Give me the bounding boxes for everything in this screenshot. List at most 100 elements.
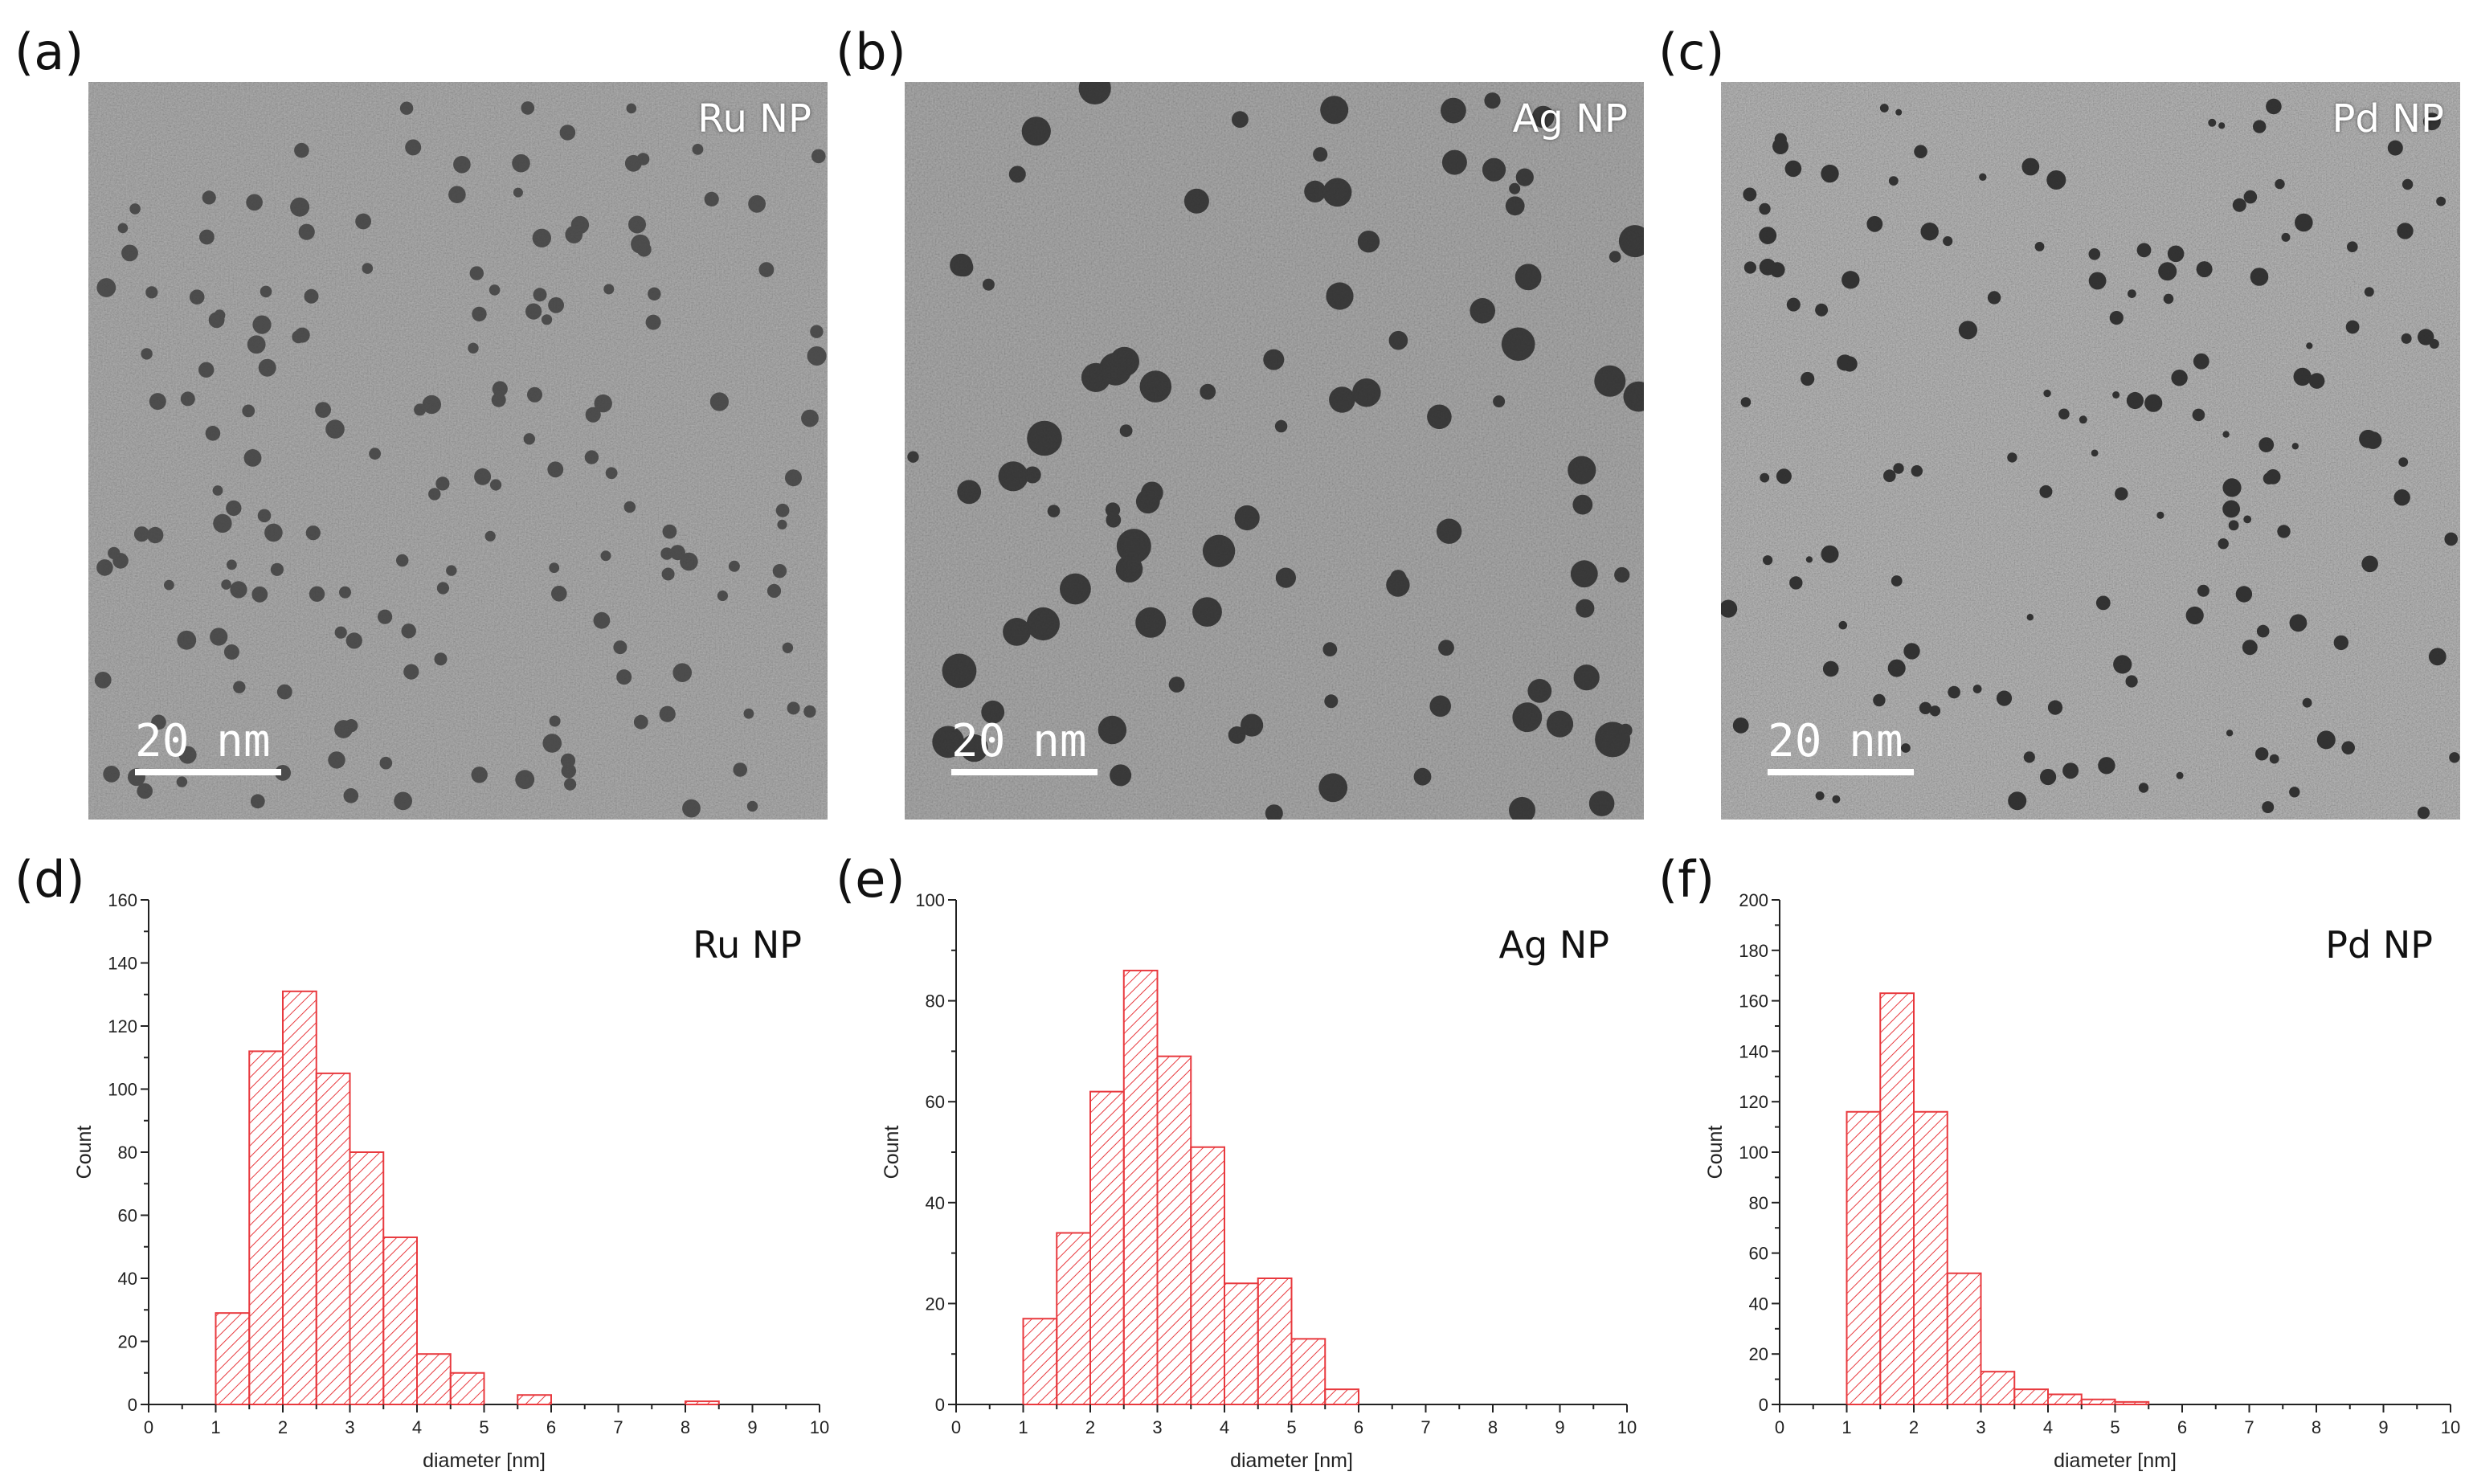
nanoparticle: [129, 203, 141, 215]
nanoparticle: [1352, 378, 1381, 407]
nanoparticle: [613, 640, 627, 655]
nanoparticle: [960, 734, 988, 762]
nanoparticle: [1116, 529, 1151, 564]
x-tick-label: 9: [2378, 1417, 2388, 1437]
nanoparticle: [2417, 807, 2430, 820]
nanoparticle: [1313, 147, 1328, 162]
nanoparticle: [758, 262, 775, 277]
nanoparticle: [2171, 370, 2188, 386]
nanoparticle: [2275, 178, 2285, 190]
nanoparticle: [2397, 223, 2414, 239]
histogram-bar: [1290, 1338, 1326, 1405]
nanoparticle: [1484, 92, 1501, 109]
nanoparticle: [1919, 701, 1932, 714]
x-tick-label: 8: [681, 1417, 690, 1437]
nanoparticle: [226, 500, 242, 517]
nanoparticle: [2228, 520, 2239, 531]
x-tick-label: 9: [747, 1417, 757, 1437]
x-tick-label: 0: [144, 1417, 153, 1437]
nanoparticle: [766, 583, 782, 599]
nanoparticle: [549, 715, 561, 727]
nanoparticle: [551, 586, 567, 602]
nanoparticle: [2250, 268, 2269, 286]
x-tick-label: 3: [1152, 1417, 1162, 1437]
nanoparticle: [1427, 404, 1452, 430]
nanoparticle: [180, 391, 195, 407]
nanoparticle: [1329, 386, 1355, 413]
nanoparticle: [149, 393, 166, 411]
x-tick-label: 10: [810, 1417, 829, 1437]
nanoparticle: [801, 409, 819, 427]
nanoparticle: [1866, 215, 1883, 232]
nanoparticle: [1441, 149, 1467, 175]
nanoparticle: [379, 756, 393, 770]
nanoparticle: [542, 734, 562, 753]
nanoparticle: [1948, 685, 1960, 699]
nanoparticle: [532, 228, 551, 247]
nanoparticle: [662, 524, 677, 539]
nanoparticle: [1110, 764, 1132, 787]
histogram-bar: [2047, 1393, 2083, 1406]
histogram-ru: 0 1 2 3 4 5 6 7 8 9 10 0 20 40 60 80 100 120 140 160 diamete…: [0, 884, 836, 1484]
nanoparticle: [2125, 675, 2138, 688]
nanoparticle: [1821, 164, 1839, 183]
nanoparticle: [2091, 449, 2099, 457]
nanoparticle: [2253, 120, 2267, 133]
nanoparticle: [1304, 180, 1326, 202]
nanoparticle: [1972, 685, 1982, 693]
nanoparticle: [1228, 726, 1246, 744]
nanoparticle: [2039, 484, 2053, 498]
nanoparticle: [2023, 751, 2035, 763]
tem-texture-pd: [1721, 82, 2460, 820]
nanoparticle: [2256, 624, 2270, 638]
nanoparticle: [623, 501, 636, 513]
nanoparticle: [533, 288, 547, 302]
nanoparticle: [304, 288, 319, 304]
nanoparticle: [1805, 556, 1813, 563]
nanoparticle: [1512, 702, 1543, 733]
nanoparticle: [2098, 757, 2115, 775]
nanoparticle: [1891, 575, 1903, 587]
y-tick-label: 20: [1749, 1344, 1768, 1364]
scale-text-pd: 20 nm: [1768, 715, 1903, 767]
nanoparticle: [403, 664, 419, 680]
nanoparticle: [600, 550, 611, 562]
histogram-bar: [1946, 1272, 1982, 1405]
nanoparticle: [1618, 225, 1644, 258]
nanoparticle: [957, 480, 982, 505]
tem-texture-ag: [905, 82, 1644, 820]
nanoparticle: [1759, 227, 1777, 244]
nanoparticle: [585, 407, 601, 423]
nanoparticle: [2088, 272, 2107, 290]
x-tick-label: 8: [2312, 1417, 2321, 1437]
x-tick-label: 0: [951, 1417, 961, 1437]
nanoparticle: [542, 314, 553, 325]
nanoparticle: [1996, 690, 2013, 706]
nanoparticle: [775, 503, 790, 517]
nanoparticle: [1572, 494, 1593, 515]
panel-letter-b: (b): [836, 22, 906, 81]
histogram-ag: 0 1 2 3 4 5 6 7 8 9 10 0 20 40 60 80 100 diameter [nm] Cou…: [807, 884, 1643, 1484]
nanoparticle: [1594, 365, 1626, 397]
nanoparticle: [1888, 176, 1899, 186]
nanoparticle: [198, 362, 215, 378]
nanoparticle: [1470, 298, 1495, 324]
histogram-bar: [215, 1312, 251, 1405]
x-tick-label: 4: [1220, 1417, 1229, 1437]
y-tick-label: 200: [1739, 890, 1768, 910]
nanoparticle: [709, 392, 730, 411]
nanoparticle: [2398, 457, 2409, 467]
nanoparticle: [1386, 573, 1410, 597]
nanoparticle: [2218, 122, 2226, 129]
nanoparticle: [315, 402, 331, 418]
nanoparticle: [603, 284, 615, 295]
scale-bar-ag: [951, 769, 1098, 775]
histogram-bar: [685, 1400, 720, 1406]
nanoparticle: [636, 153, 650, 166]
nanoparticle: [2255, 747, 2269, 761]
scale-bar-ru: [135, 769, 281, 775]
nanoparticle: [2079, 415, 2087, 424]
nanoparticle: [2289, 614, 2308, 632]
nanoparticle: [2291, 443, 2299, 450]
nanoparticle: [394, 791, 412, 811]
